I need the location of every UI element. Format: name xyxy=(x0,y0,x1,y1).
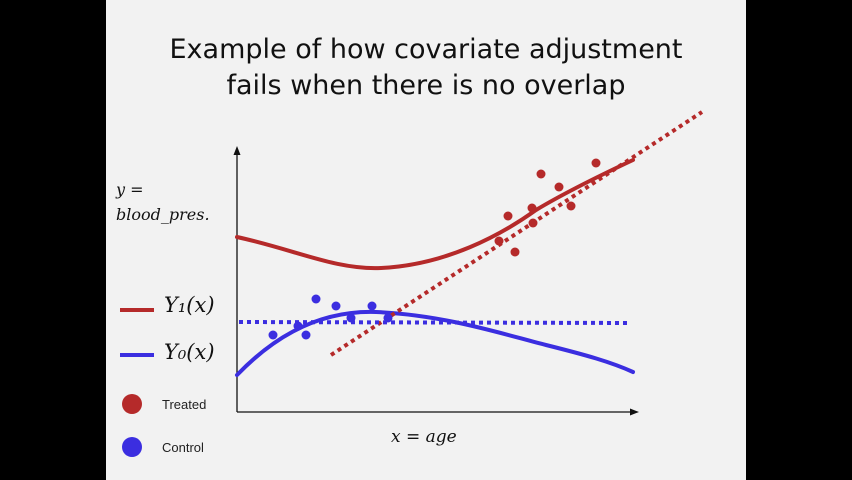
treated-point xyxy=(528,218,538,228)
treated-point xyxy=(591,158,601,168)
control-point xyxy=(293,321,303,331)
control-point xyxy=(301,330,311,340)
axes xyxy=(233,146,639,416)
y1-curve xyxy=(235,158,635,271)
treated-points xyxy=(494,158,601,257)
legend-y1-label: Y₁(x) xyxy=(164,293,215,317)
slide: Example of how covariate adjustment fail… xyxy=(106,0,746,480)
treated-point xyxy=(510,247,520,257)
treated-point xyxy=(527,203,537,213)
y0-curve xyxy=(235,309,635,377)
treated-fit-dotted-line xyxy=(329,110,704,357)
control-point xyxy=(367,301,377,311)
treated-point xyxy=(503,211,513,221)
control-points xyxy=(268,294,393,340)
treated-point xyxy=(494,236,504,246)
legend-control-label: Control xyxy=(162,440,204,455)
legend-y0-label: Y₀(x) xyxy=(164,340,215,364)
treated-point xyxy=(536,169,546,179)
x-axis-label: x = age xyxy=(391,427,457,447)
legend-control-dot xyxy=(122,437,142,457)
y-axis-arrow-icon xyxy=(233,146,241,155)
control-point xyxy=(383,313,393,323)
x-axis-arrow-icon xyxy=(630,408,639,416)
control-point xyxy=(346,313,356,323)
control-point xyxy=(268,330,278,340)
treated-point xyxy=(554,182,564,192)
slide-title: Example of how covariate adjustment fail… xyxy=(106,32,746,104)
legend-treated-label: Treated xyxy=(162,397,207,412)
control-fit-dotted-line xyxy=(238,320,629,325)
legend-markers xyxy=(120,308,154,457)
slide-title-line-1: Example of how covariate adjustment xyxy=(169,34,683,65)
treated-point xyxy=(566,201,576,211)
legend-treated-dot xyxy=(122,394,142,414)
control-point xyxy=(331,301,341,311)
y-axis-label-line-1: y = xyxy=(116,180,144,199)
y-axis-label-line-2: blood_pres. xyxy=(116,205,210,224)
control-point xyxy=(311,294,321,304)
diagram-plot xyxy=(120,110,704,457)
slide-title-line-2: fails when there is no overlap xyxy=(226,70,626,101)
